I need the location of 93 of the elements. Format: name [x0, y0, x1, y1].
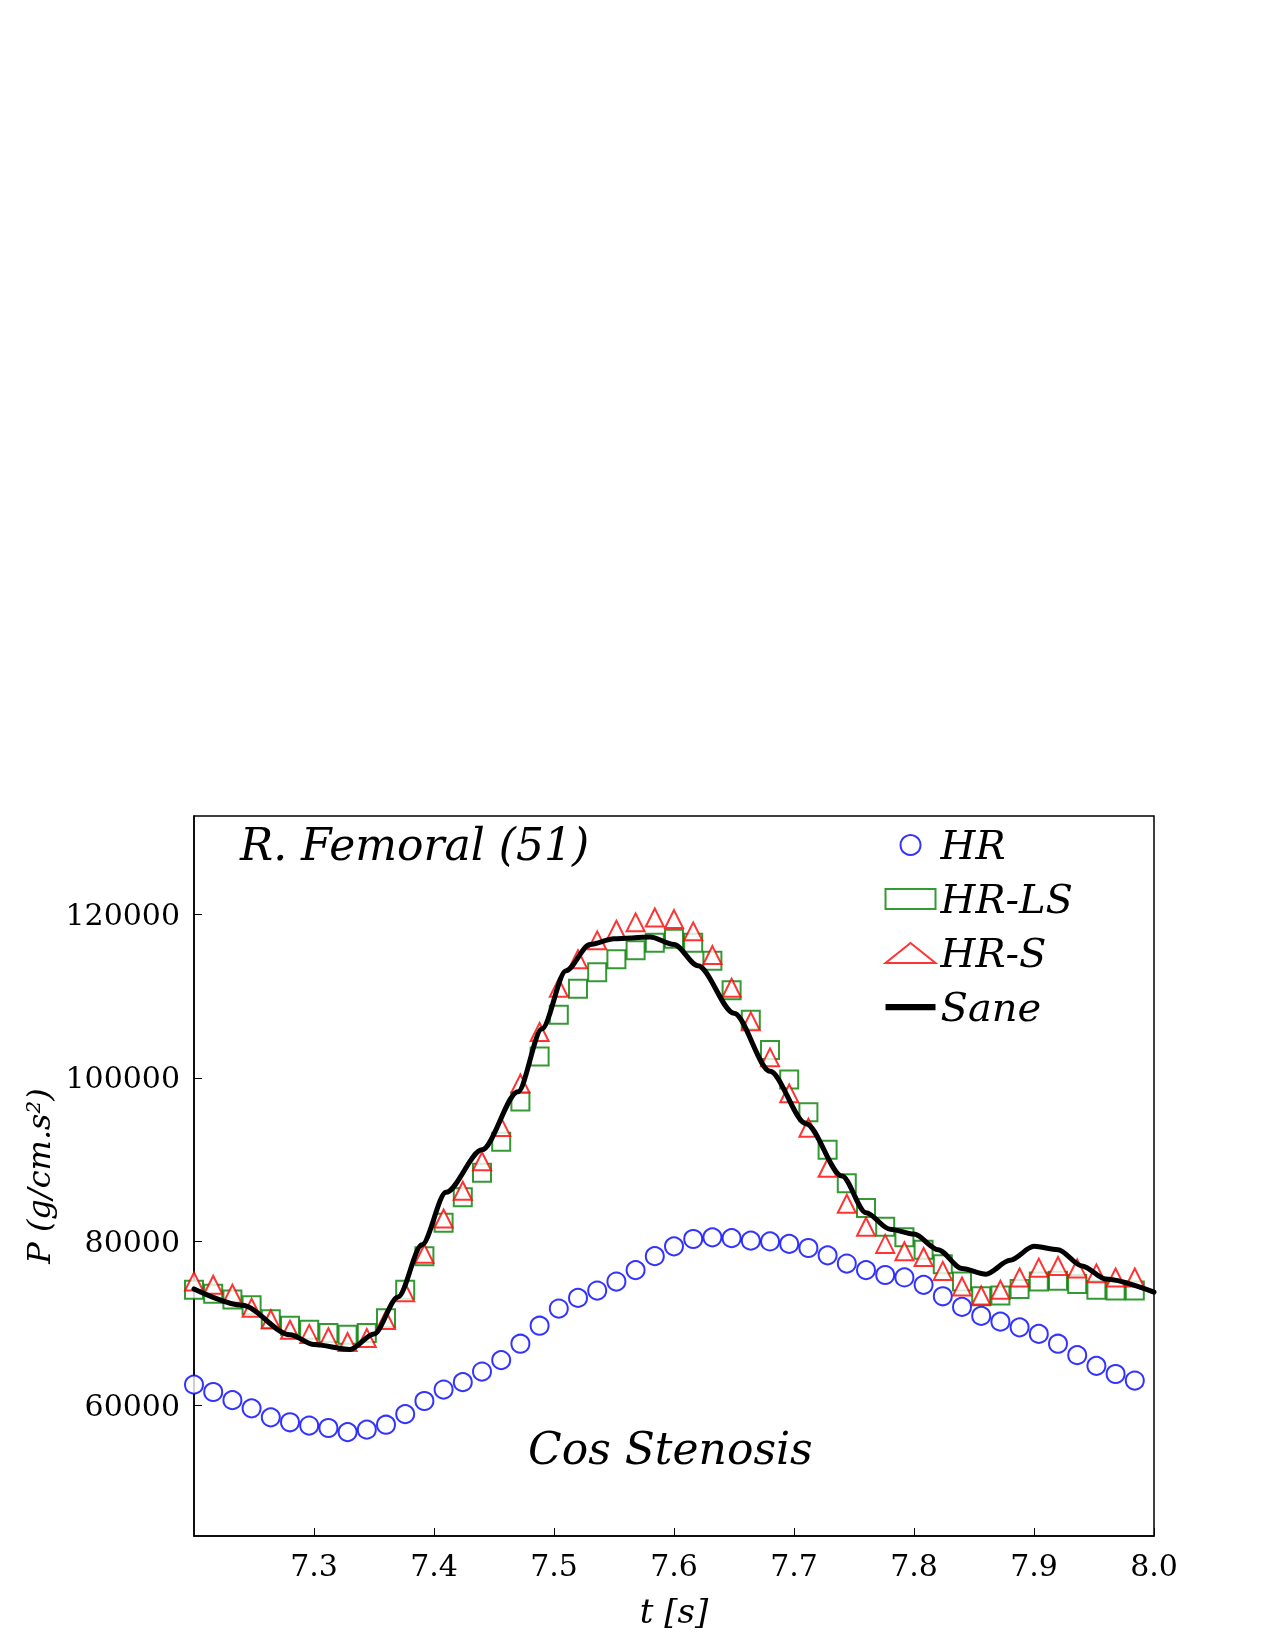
point [529, 1315, 550, 1336]
legend-label: Sane [940, 984, 1042, 1030]
point [990, 1311, 1011, 1332]
point [606, 1271, 627, 1292]
point [952, 1276, 972, 1297]
point [587, 1280, 608, 1301]
point [625, 912, 646, 933]
point [644, 1246, 665, 1267]
annotation: Cos Stenosis [528, 1422, 813, 1474]
legend-label: HR [939, 822, 1006, 868]
point [1105, 1364, 1126, 1384]
point [760, 1231, 780, 1252]
point [1086, 1355, 1107, 1376]
point [664, 1236, 684, 1257]
point [203, 1382, 224, 1402]
point [683, 1229, 704, 1249]
annotation: R. Femoral (51) [239, 818, 590, 870]
point [856, 1216, 876, 1237]
point [568, 1287, 588, 1308]
point [1009, 1267, 1030, 1288]
x-axis-title: t [s] [639, 1591, 709, 1631]
point [606, 949, 627, 970]
point [376, 1414, 396, 1435]
point [683, 921, 704, 942]
point [356, 1419, 377, 1440]
point [1009, 1317, 1030, 1338]
point [472, 1151, 492, 1172]
point [740, 1230, 761, 1251]
point [452, 1180, 473, 1201]
x-tick-label: 7.3 [290, 1547, 338, 1583]
point [856, 1260, 876, 1281]
point [932, 1286, 953, 1307]
point [299, 1415, 320, 1436]
x-tick-label: 8.0 [1130, 1547, 1178, 1583]
x-tick-label: 7.8 [890, 1547, 938, 1583]
x-tick-label: 7.4 [410, 1547, 458, 1583]
point [836, 1253, 857, 1274]
point [990, 1279, 1011, 1300]
point [913, 1274, 934, 1295]
point [260, 1407, 281, 1428]
point [184, 1374, 204, 1395]
x-tick-label: 7.6 [650, 1547, 698, 1583]
point [817, 1245, 838, 1266]
point [971, 1305, 992, 1326]
y-tick-label: 60000 [84, 1387, 180, 1423]
legend-label: HR-S [939, 930, 1047, 976]
x-tick-label: 7.7 [770, 1547, 818, 1583]
point [241, 1398, 262, 1419]
point [548, 1298, 569, 1319]
point [491, 1350, 512, 1371]
y-axis-title: P (g/cm.s²) [19, 1088, 58, 1265]
point [318, 1418, 339, 1438]
point [587, 962, 608, 983]
point [222, 1390, 243, 1411]
point [280, 1412, 300, 1433]
point [395, 1404, 416, 1425]
point [1067, 1345, 1088, 1366]
x-tick-label: 7.9 [1010, 1547, 1058, 1583]
point [625, 1260, 646, 1281]
point [664, 909, 684, 930]
point [452, 1372, 473, 1393]
point [1124, 1370, 1145, 1391]
point [433, 1379, 454, 1400]
point [337, 1422, 358, 1443]
point [644, 907, 665, 928]
legend-label: HR-LS [939, 876, 1073, 922]
point [894, 1241, 915, 1262]
point [875, 1265, 896, 1285]
point [625, 940, 646, 961]
point [203, 1274, 224, 1295]
point [1048, 1256, 1068, 1276]
x-tick-label: 7.5 [530, 1547, 578, 1583]
point [779, 1233, 800, 1254]
point [568, 978, 588, 999]
point [1028, 1323, 1049, 1344]
point [510, 1333, 531, 1354]
point [875, 1233, 896, 1254]
y-tick-label: 100000 [65, 1060, 180, 1096]
point [894, 1267, 915, 1288]
point [798, 1238, 819, 1258]
point [414, 1391, 435, 1411]
point [913, 1247, 934, 1267]
point [472, 1361, 492, 1382]
point [932, 1260, 953, 1281]
point [836, 1193, 857, 1214]
point [952, 1296, 972, 1317]
point [1048, 1333, 1068, 1354]
point [1028, 1257, 1049, 1278]
y-tick-label: 120000 [65, 896, 180, 932]
point [702, 1227, 723, 1248]
point [721, 1228, 742, 1249]
point [702, 945, 723, 966]
y-tick-label: 80000 [84, 1223, 180, 1259]
